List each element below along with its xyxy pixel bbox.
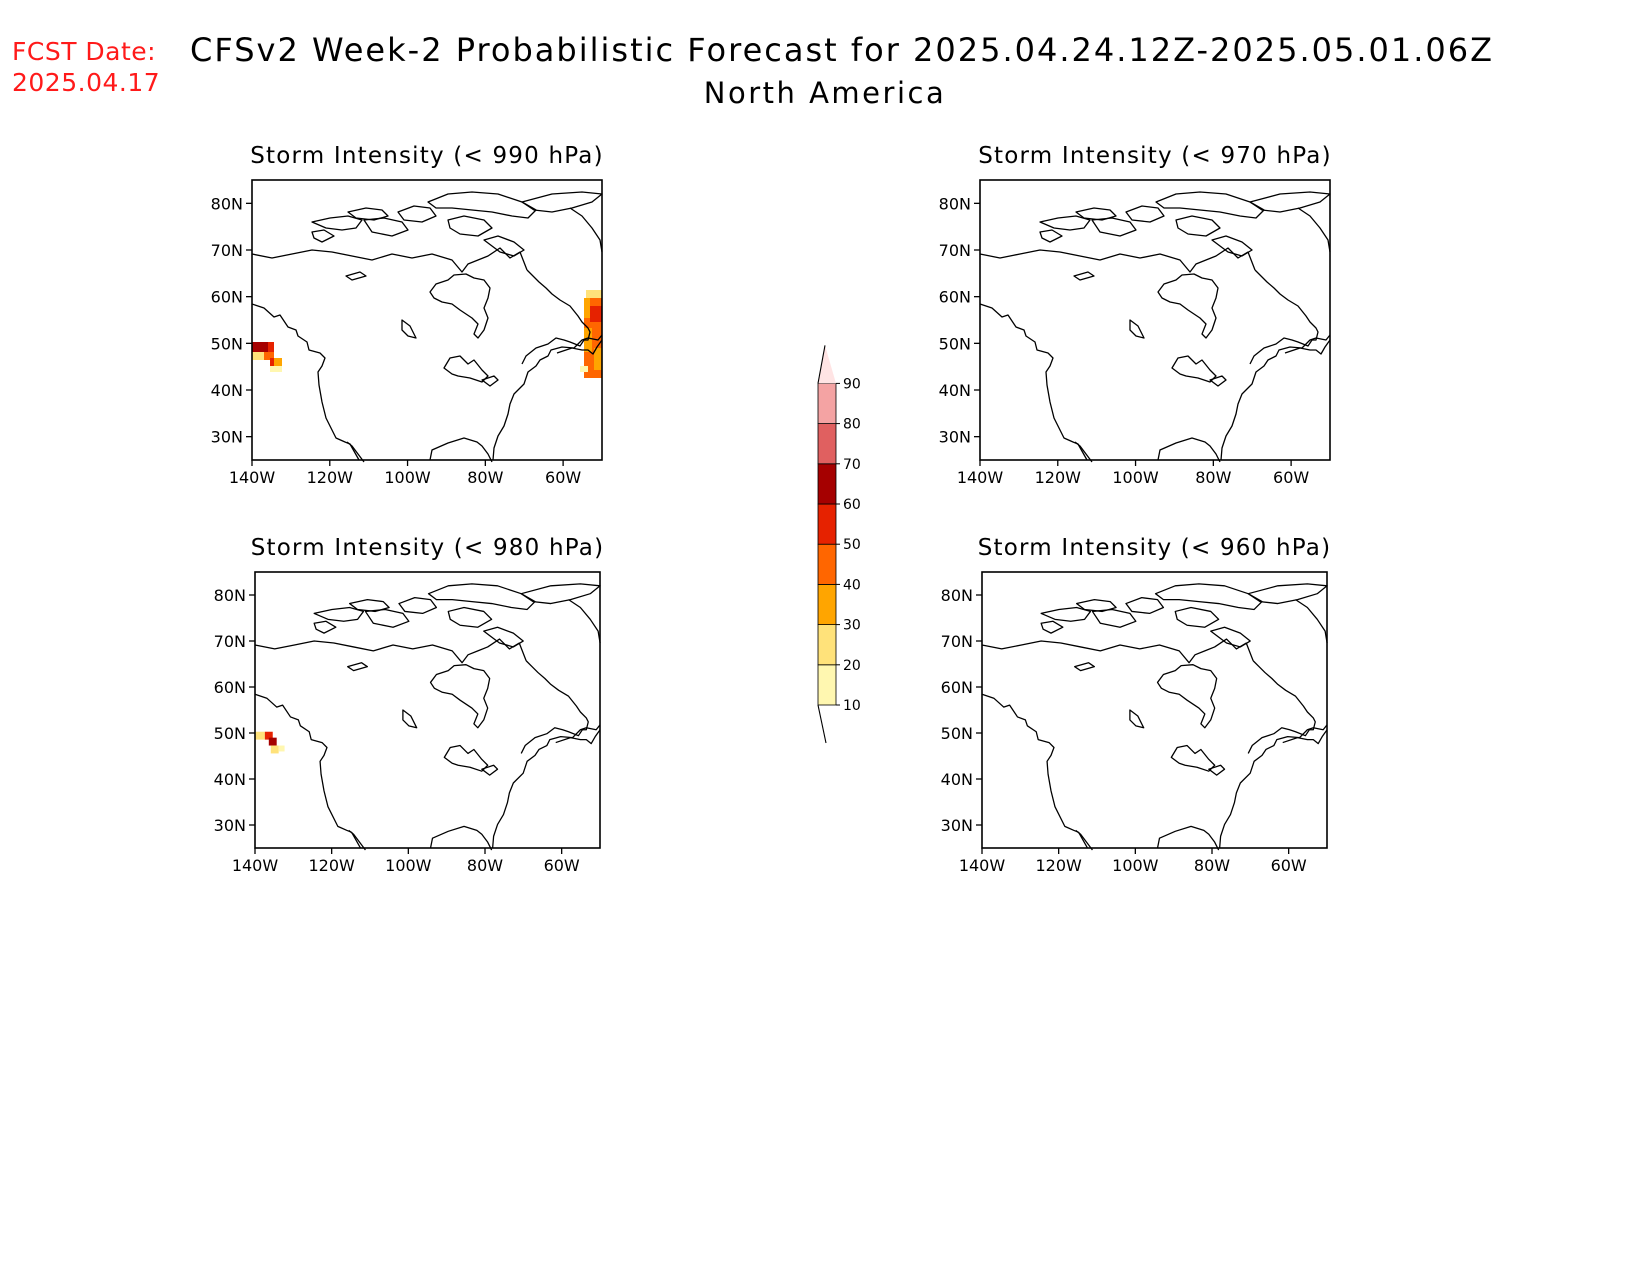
colorbar-segment (817, 382, 837, 424)
lat-tick-label: 60N (939, 288, 971, 307)
lat-tick-label: 40N (214, 770, 246, 789)
lat-tick-label: 40N (211, 381, 243, 400)
prob-cell (274, 358, 282, 366)
lon-tick-label: 140W (229, 468, 276, 487)
prob-cell (264, 731, 273, 740)
lon-tick-label: 140W (957, 468, 1004, 487)
lat-tick-label: 30N (214, 816, 246, 835)
lon-tick-label: 120W (308, 856, 355, 875)
lat-tick-label: 80N (941, 586, 973, 605)
lat-tick-label: 60N (214, 678, 246, 697)
lat-tick-label: 30N (939, 428, 971, 447)
lon-tick-label: 60W (1273, 468, 1309, 487)
lon-tick-label: 120W (1035, 468, 1082, 487)
lat-tick-label: 80N (939, 194, 971, 213)
colorbar-segment (817, 664, 837, 706)
map-frame (979, 179, 1331, 461)
colorbar-segment (817, 423, 837, 465)
prob-cell (255, 731, 265, 740)
panel-title: Storm Intensity (< 960 hPa) (978, 535, 1332, 561)
lon-tick-label: 120W (1035, 856, 1082, 875)
panel-960 (981, 583, 1328, 851)
lat-tick-label: 70N (211, 241, 243, 260)
lon-tick-label: 100W (384, 468, 431, 487)
lat-tick-label: 60N (941, 678, 973, 697)
prob-cell (264, 352, 274, 360)
lon-tick-label: 140W (959, 856, 1006, 875)
colorbar-segment (817, 543, 837, 585)
lon-tick-label: 60W (545, 468, 581, 487)
prob-cell (270, 745, 279, 754)
lat-tick-label: 40N (941, 770, 973, 789)
colorbar-label: 70 (843, 457, 861, 473)
lon-tick-label: 80W (1194, 856, 1230, 875)
lat-tick-label: 50N (941, 724, 973, 743)
colorbar-label: 40 (843, 577, 861, 593)
colorbar-label: 60 (843, 497, 861, 513)
colorbar-lower-tail (817, 704, 827, 744)
panel-title: Storm Intensity (< 980 hPa) (251, 535, 605, 561)
figure-title: CFSv2 Week-2 Probabilistic Forecast for … (190, 31, 1495, 69)
lat-tick-label: 30N (211, 428, 243, 447)
colorbar-upper-tail (818, 345, 836, 384)
prob-cell (278, 745, 285, 752)
colorbar-label: 30 (843, 618, 861, 634)
colorbar-label: 90 (843, 376, 861, 392)
lon-tick-label: 80W (467, 856, 503, 875)
colorbar-label: 80 (843, 417, 861, 433)
prob-cell (590, 306, 602, 322)
lat-tick-label: 50N (214, 724, 246, 743)
lon-tick-label: 60W (1271, 856, 1307, 875)
panel-990 (251, 191, 603, 463)
lat-tick-label: 70N (939, 241, 971, 260)
lon-tick-label: 100W (1112, 856, 1159, 875)
lon-tick-label: 80W (1195, 468, 1231, 487)
lon-tick-label: 60W (544, 856, 580, 875)
lat-tick-label: 80N (211, 194, 243, 213)
lat-tick-label: 50N (211, 334, 243, 353)
prob-cell (586, 290, 602, 298)
lon-tick-label: 80W (467, 468, 503, 487)
lon-tick-label: 120W (307, 468, 354, 487)
colorbar-segment (817, 584, 837, 626)
panel-title: Storm Intensity (< 990 hPa) (250, 143, 604, 169)
lon-tick-label: 140W (232, 856, 279, 875)
panel-970 (979, 191, 1331, 463)
colorbar-label: 20 (843, 658, 861, 674)
lat-tick-label: 60N (211, 288, 243, 307)
colorbar-segment (817, 463, 837, 505)
lat-tick-label: 80N (214, 586, 246, 605)
prob-cell (584, 298, 590, 318)
colorbar-segment (817, 503, 837, 545)
panel-980 (254, 583, 601, 851)
map-frame (981, 571, 1328, 849)
colorbar-segment (817, 624, 837, 666)
prob-cell (594, 348, 602, 370)
lat-tick-label: 40N (939, 381, 971, 400)
prob-cell (580, 366, 588, 372)
map-frame (251, 179, 603, 461)
prob-cell (268, 737, 277, 746)
prob-cell (268, 342, 274, 352)
prob-cell (270, 366, 282, 372)
colorbar-label: 10 (843, 698, 861, 714)
prob-cell (252, 342, 268, 352)
probability-shading-990 (252, 290, 602, 378)
forecast-date-label: FCST Date: 2025.04.17 (12, 37, 161, 97)
probability-shading-980 (255, 731, 285, 754)
lon-tick-label: 100W (385, 856, 432, 875)
colorbar-label: 50 (843, 537, 861, 553)
figure-subtitle: North America (703, 76, 947, 110)
lat-tick-label: 70N (941, 632, 973, 651)
colorbar-upper-edge (817, 345, 826, 384)
panel-title: Storm Intensity (< 970 hPa) (978, 143, 1332, 169)
lat-tick-label: 70N (214, 632, 246, 651)
colorbar: 10 20 30 40 50 60 70 80 90 (817, 345, 861, 744)
lon-tick-label: 100W (1112, 468, 1159, 487)
map-frame (254, 571, 601, 849)
lat-tick-label: 30N (941, 816, 973, 835)
lat-tick-label: 50N (939, 334, 971, 353)
prob-cell (252, 352, 264, 360)
